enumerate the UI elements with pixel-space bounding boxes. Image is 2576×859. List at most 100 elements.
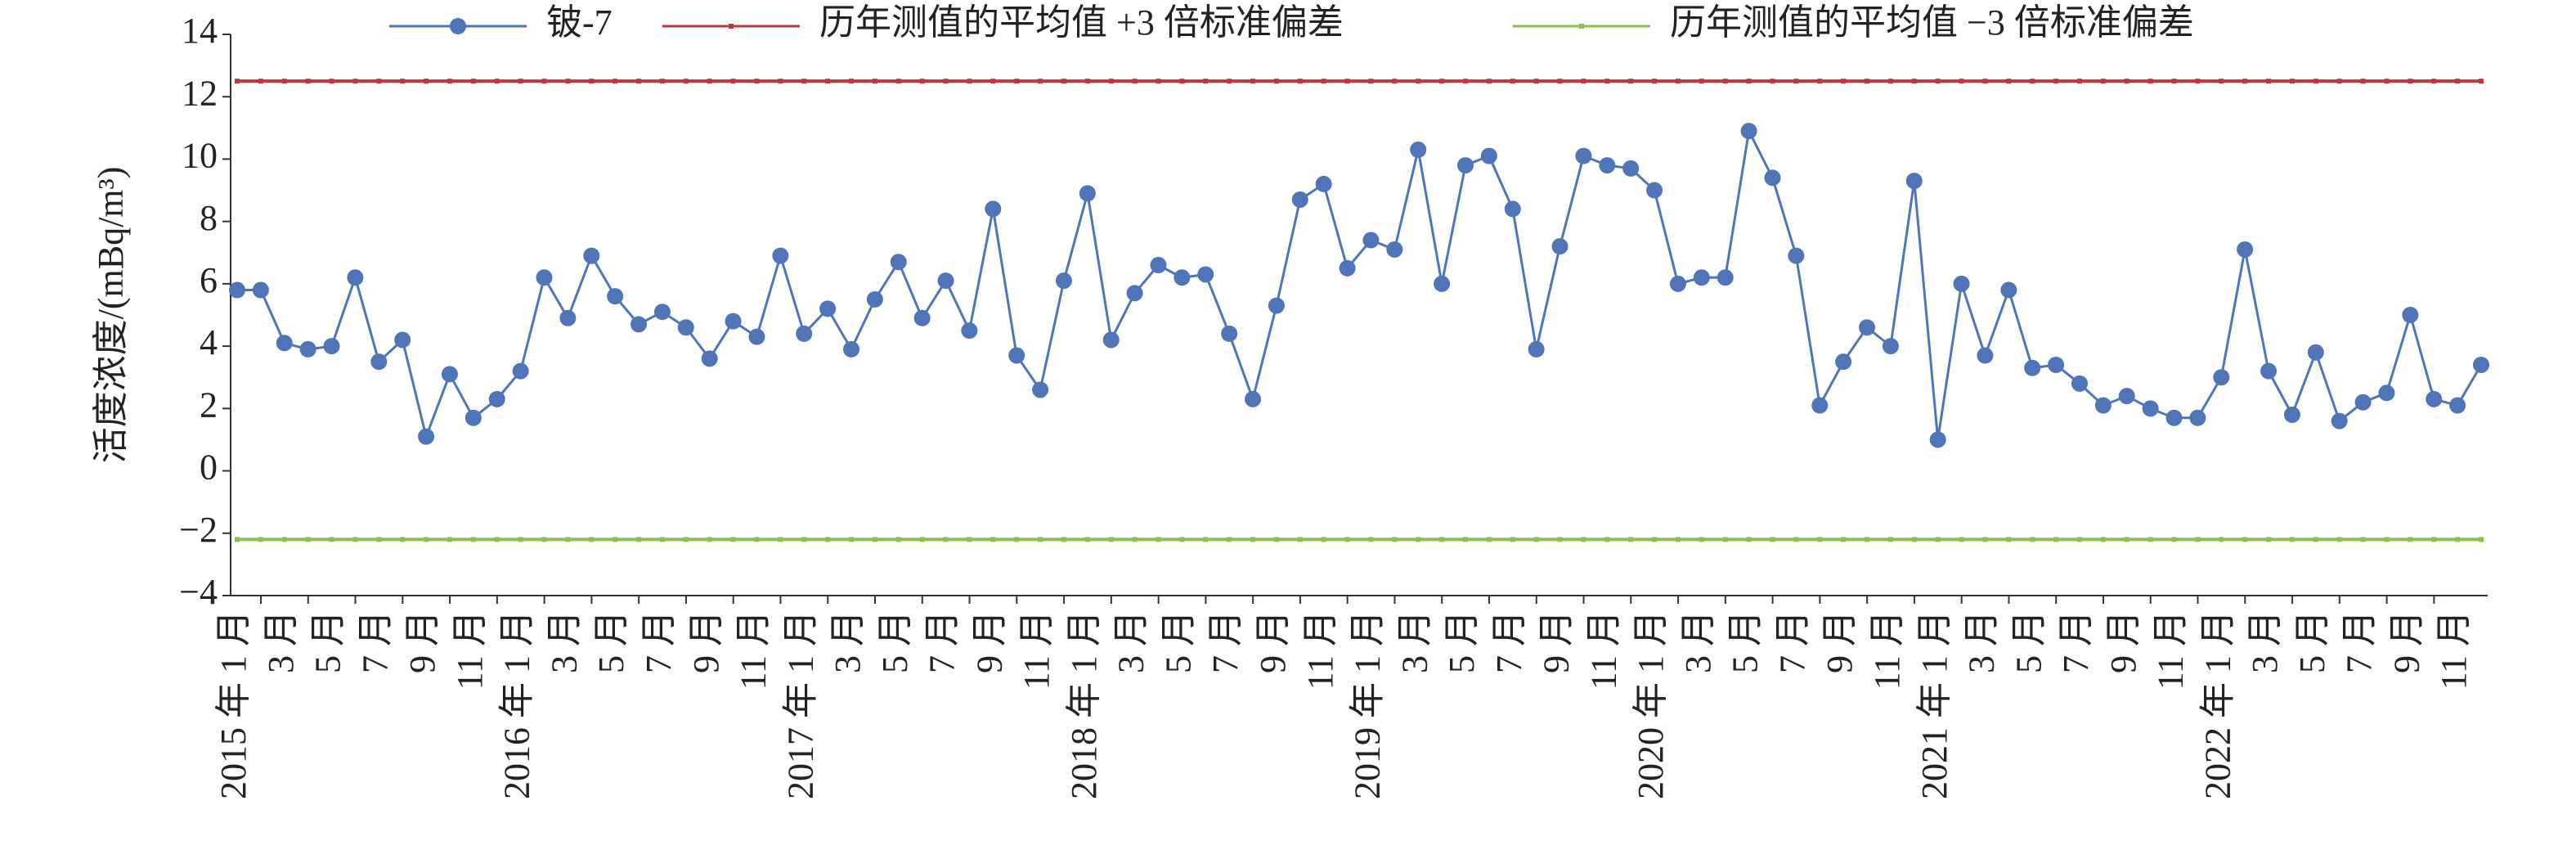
x-tick-label: 9 月 [2386, 610, 2426, 673]
x-tick-label: 3 月 [828, 610, 868, 673]
x-tick-label: 9 月 [1820, 610, 1860, 673]
y-tick-label: 4 [200, 322, 218, 362]
data-point [1179, 537, 1185, 542]
data-point [2071, 375, 2088, 392]
data-point [299, 340, 316, 358]
data-point [1392, 537, 1398, 542]
data-point [1788, 247, 1805, 264]
data-point [1156, 79, 1161, 84]
data-point [1392, 79, 1398, 84]
data-point [701, 350, 718, 367]
data-point [1865, 79, 1870, 84]
data-point [2171, 537, 2177, 542]
data-point [1055, 272, 1072, 290]
data-point [1811, 397, 1829, 414]
data-point [1245, 390, 1262, 407]
data-point [2147, 79, 2153, 84]
y-tick-label: 8 [200, 198, 218, 238]
x-tick-label: 5 月 [2292, 610, 2332, 673]
data-point [2449, 397, 2466, 414]
data-point [1646, 182, 1663, 199]
data-point [2242, 537, 2248, 542]
data-point [1386, 241, 1403, 258]
data-point [1486, 79, 1492, 84]
x-tick-label: 3 月 [544, 610, 584, 673]
data-point [1953, 275, 1970, 292]
data-point [1865, 537, 1870, 542]
data-point [631, 316, 648, 333]
data-point [1434, 275, 1451, 292]
x-tick-label: 5 月 [1442, 610, 1482, 673]
data-point [842, 340, 859, 358]
data-point [1510, 79, 1515, 84]
data-point [1740, 123, 1757, 140]
x-tick-label: 3 月 [1394, 610, 1434, 673]
data-point [2266, 537, 2272, 542]
x-tick-label: 7 月 [922, 610, 963, 673]
data-point [2195, 537, 2201, 542]
data-point [2000, 281, 2017, 299]
data-point [1203, 79, 1209, 84]
data-point [1339, 259, 1356, 277]
data-point [352, 79, 358, 84]
data-point [2219, 79, 2224, 84]
data-point [1693, 269, 1710, 286]
data-point [1108, 79, 1114, 84]
data-point [2289, 537, 2295, 542]
data-point [2076, 79, 2082, 84]
data-point [1841, 79, 1847, 84]
data-point [1746, 537, 1752, 542]
data-point [589, 537, 595, 542]
data-point [1959, 537, 1964, 542]
data-point [1628, 79, 1634, 84]
data-point [541, 537, 547, 542]
x-tick-label: 7 月 [355, 610, 395, 673]
y-tick-label: −4 [179, 572, 218, 612]
data-point [825, 537, 831, 542]
data-point [376, 79, 382, 84]
data-point [518, 537, 523, 542]
data-point [1599, 157, 1616, 174]
x-tick-label: 11 月 [1867, 610, 1907, 690]
x-tick-label: 3 月 [1111, 610, 1151, 673]
data-point [518, 79, 523, 84]
data-point [2336, 537, 2342, 542]
data-point [848, 537, 854, 542]
data-point [1456, 157, 1474, 174]
data-point [1622, 160, 1640, 177]
data-point [967, 79, 972, 84]
y-tick-label: 2 [200, 385, 218, 425]
data-point [2378, 385, 2395, 402]
data-point [2094, 397, 2112, 414]
data-point [1061, 537, 1066, 542]
data-point [2360, 537, 2366, 542]
data-point [589, 79, 595, 84]
data-point [895, 537, 901, 542]
data-point [1038, 79, 1043, 84]
data-point [961, 322, 978, 340]
data-point [1793, 79, 1799, 84]
data-point [848, 79, 854, 84]
data-point [1929, 431, 1946, 448]
data-point [470, 537, 476, 542]
data-point [636, 537, 642, 542]
data-point [1368, 537, 1374, 542]
data-point [1982, 537, 1988, 542]
x-tick-label: 7 月 [1772, 610, 1812, 673]
data-point [1079, 185, 1096, 202]
data-point [1315, 175, 1332, 192]
data-point [447, 79, 452, 84]
data-point [2307, 344, 2324, 361]
data-point [1675, 79, 1681, 84]
data-point [1268, 297, 1285, 314]
data-point [1462, 79, 1468, 84]
y-axis-label: 活度浓度/(mBq/m³) [91, 167, 131, 464]
data-point [707, 537, 712, 542]
data-point [1032, 381, 1049, 398]
data-point [1362, 232, 1380, 249]
data-point [1557, 537, 1563, 542]
data-point [229, 281, 245, 299]
data-point [235, 537, 240, 542]
data-point [347, 269, 364, 286]
